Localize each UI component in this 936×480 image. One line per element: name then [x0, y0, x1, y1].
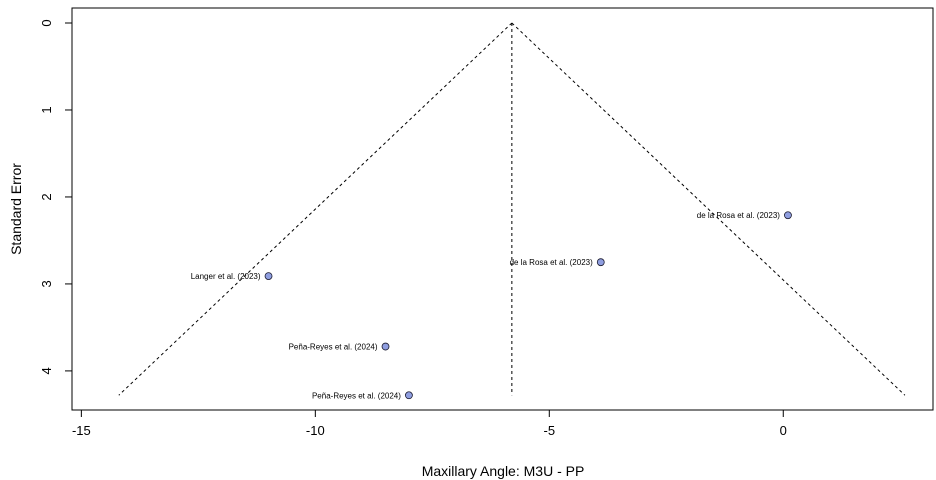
y-tick-label: 1	[39, 106, 54, 113]
x-tick-label: -15	[72, 423, 91, 438]
y-tick-label: 2	[39, 193, 54, 200]
study-point	[405, 391, 413, 400]
y-tick-label: 0	[39, 19, 54, 26]
y-tick-label: 3	[39, 280, 54, 287]
funnel-right-line	[511, 22, 906, 396]
x-tick-label: 0	[780, 423, 787, 438]
point-labels: de la Rosa et al. (2023) de la Rosa et al…	[191, 211, 781, 400]
funnel-left-line	[118, 22, 513, 396]
study-point	[381, 342, 390, 351]
y-tick-label: 4	[39, 367, 54, 374]
x-tick-label: -5	[544, 423, 556, 438]
study-point	[596, 258, 605, 267]
study-label: Peña-Reyes et al. (2024)	[312, 391, 401, 400]
data-points	[264, 211, 792, 400]
x-tick-label: -10	[306, 423, 325, 438]
study-label: de la Rosa et al. (2023)	[510, 258, 593, 267]
funnel-lines	[118, 22, 906, 396]
y-axis-title: Standard Error	[8, 163, 24, 255]
y-axis: 0 1 2 3 4	[39, 19, 72, 375]
study-label: Peña-Reyes et al. (2024)	[289, 343, 378, 352]
study-point	[784, 211, 792, 220]
x-axis: -15 -10 -5 0	[72, 410, 787, 438]
plot-area-frame	[71, 7, 934, 411]
study-label: de la Rosa et al. (2023)	[697, 211, 780, 220]
study-point	[264, 272, 273, 281]
study-label: Langer et al. (2023)	[191, 272, 261, 281]
x-axis-title: Maxillary Angle: M3U - PP	[422, 463, 585, 479]
